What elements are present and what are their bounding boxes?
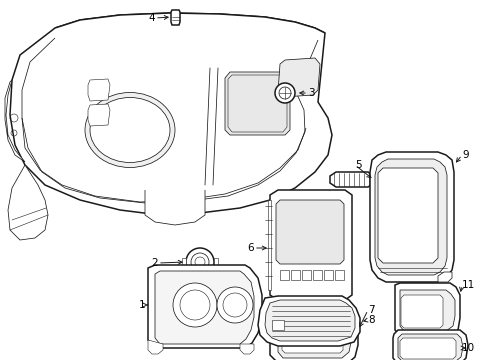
Polygon shape bbox=[369, 152, 453, 282]
Polygon shape bbox=[271, 320, 284, 330]
Polygon shape bbox=[290, 270, 299, 280]
Polygon shape bbox=[155, 271, 253, 344]
Polygon shape bbox=[397, 334, 462, 360]
Polygon shape bbox=[324, 270, 332, 280]
Polygon shape bbox=[334, 270, 343, 280]
Polygon shape bbox=[148, 340, 163, 354]
Polygon shape bbox=[258, 296, 359, 346]
Polygon shape bbox=[224, 72, 289, 135]
Polygon shape bbox=[312, 270, 321, 280]
Polygon shape bbox=[289, 335, 302, 342]
Polygon shape bbox=[437, 272, 451, 282]
Polygon shape bbox=[377, 168, 437, 263]
Polygon shape bbox=[269, 190, 351, 300]
Polygon shape bbox=[145, 190, 204, 225]
Polygon shape bbox=[269, 302, 357, 360]
Polygon shape bbox=[280, 270, 288, 280]
Polygon shape bbox=[10, 13, 331, 215]
Text: 3: 3 bbox=[307, 88, 314, 98]
Polygon shape bbox=[148, 265, 262, 348]
Polygon shape bbox=[321, 335, 333, 342]
Polygon shape bbox=[88, 104, 110, 126]
Text: 7: 7 bbox=[367, 305, 374, 315]
Polygon shape bbox=[400, 295, 442, 328]
Text: 1: 1 bbox=[138, 300, 145, 310]
Polygon shape bbox=[88, 79, 110, 101]
Polygon shape bbox=[394, 283, 459, 336]
Text: 9: 9 bbox=[461, 150, 468, 160]
Polygon shape bbox=[399, 290, 454, 331]
Text: 5: 5 bbox=[354, 160, 361, 170]
Text: 11: 11 bbox=[461, 280, 474, 290]
Polygon shape bbox=[374, 159, 446, 275]
Polygon shape bbox=[240, 344, 253, 354]
Polygon shape bbox=[5, 80, 25, 162]
Polygon shape bbox=[278, 308, 350, 358]
Polygon shape bbox=[329, 172, 373, 187]
Circle shape bbox=[217, 287, 252, 323]
Text: 10: 10 bbox=[461, 343, 474, 353]
Polygon shape bbox=[275, 200, 343, 264]
Polygon shape bbox=[267, 200, 270, 290]
Ellipse shape bbox=[90, 98, 170, 162]
Text: 8: 8 bbox=[367, 315, 374, 325]
Text: 2: 2 bbox=[151, 258, 158, 268]
Polygon shape bbox=[264, 300, 354, 341]
Polygon shape bbox=[171, 10, 180, 25]
Ellipse shape bbox=[85, 93, 175, 167]
Polygon shape bbox=[278, 58, 319, 97]
Polygon shape bbox=[302, 270, 310, 280]
Polygon shape bbox=[8, 165, 48, 240]
Polygon shape bbox=[399, 338, 455, 359]
Polygon shape bbox=[182, 258, 185, 266]
Polygon shape bbox=[305, 335, 317, 342]
Text: 6: 6 bbox=[247, 243, 253, 253]
Circle shape bbox=[185, 248, 214, 276]
Polygon shape bbox=[282, 315, 342, 353]
Polygon shape bbox=[392, 330, 467, 360]
Circle shape bbox=[274, 83, 294, 103]
Circle shape bbox=[173, 283, 217, 327]
Polygon shape bbox=[214, 258, 218, 266]
Text: 4: 4 bbox=[148, 13, 155, 23]
